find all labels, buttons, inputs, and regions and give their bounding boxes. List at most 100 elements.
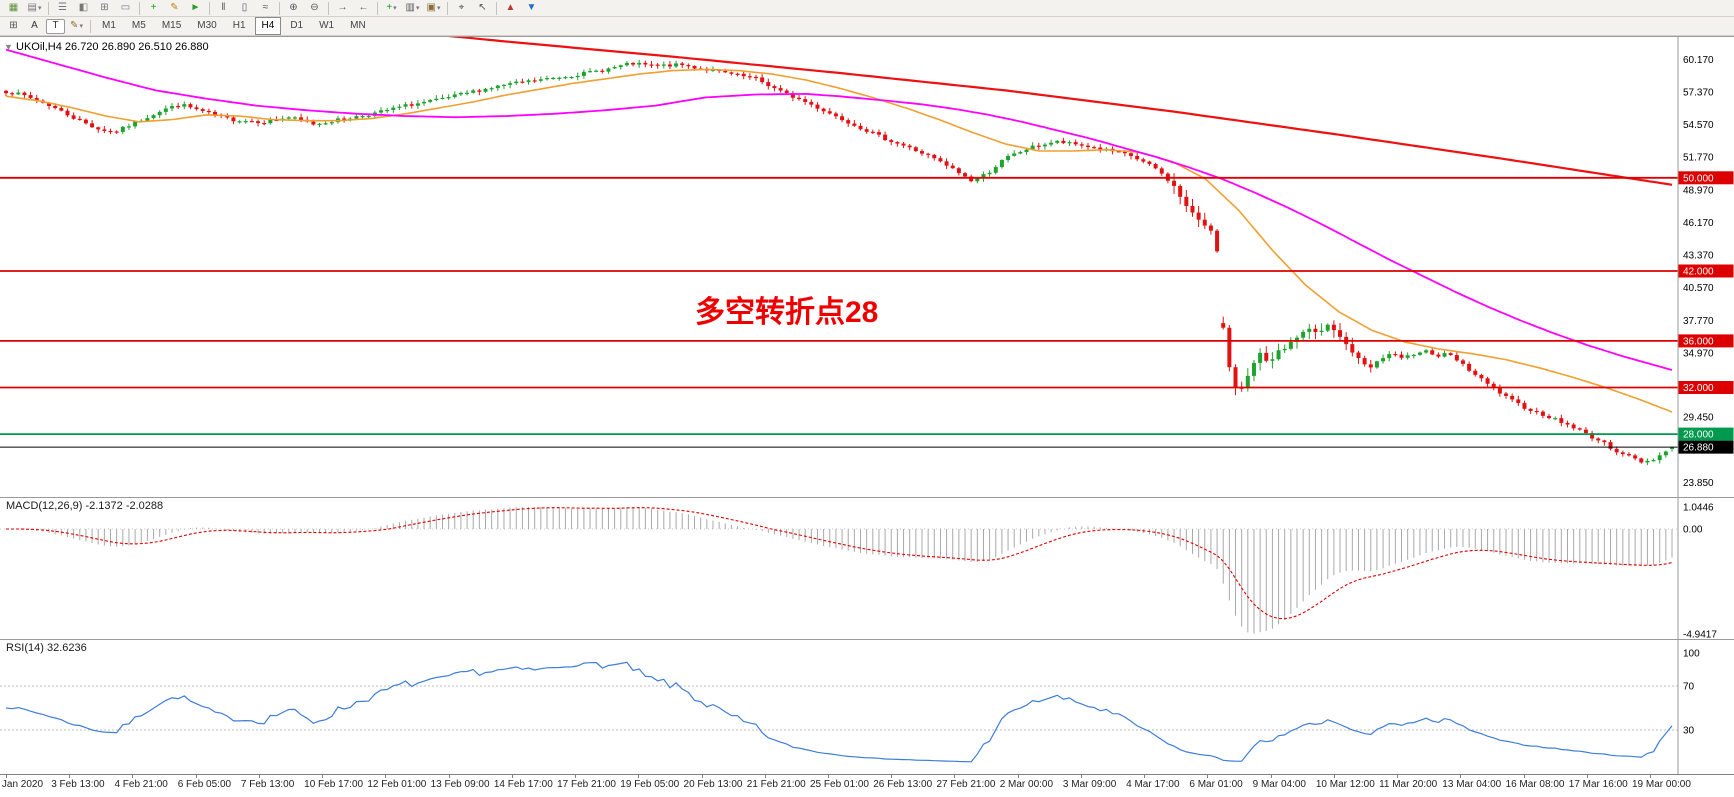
- svg-text:32.000: 32.000: [1683, 383, 1714, 394]
- time-axis: 31 Jan 2020 3 Feb 13:00 4 Feb 21:00 6 Feb 0…: [0, 774, 1734, 797]
- time-tick: [1586, 775, 1588, 778]
- time-label: 10 Feb 17:00: [304, 779, 364, 790]
- chart-shift-icon[interactable]: ←: [354, 1, 373, 16]
- rsi-chart[interactable]: 100 70 30: [0, 640, 1734, 774]
- price-chart[interactable]: 60.170 57.370 54.570 51.770 48.970 46.170 43.3…: [0, 37, 1734, 497]
- time-label: 16 Mar 08:00: [1505, 779, 1565, 790]
- timeframe-m5[interactable]: M5: [131, 20, 146, 31]
- time-label: 3 Feb 13:00: [51, 779, 105, 790]
- timeframe-w1[interactable]: W1: [319, 20, 335, 31]
- toolbar-separator: [90, 19, 91, 33]
- time-label: 13 Mar 04:00: [1442, 779, 1502, 790]
- terminal-icon[interactable]: ▭: [116, 1, 135, 16]
- zoom-out-icon[interactable]: ⊖: [305, 1, 324, 16]
- autotrading-icon[interactable]: ►: [186, 1, 205, 16]
- charts-grid-icon[interactable]: ▦: [4, 1, 23, 16]
- timeframe-d1[interactable]: D1: [290, 20, 304, 31]
- draw-tools-dropdown[interactable]: ✎ ▾: [67, 19, 86, 34]
- sell-arrow-icon[interactable]: ▼: [522, 1, 541, 16]
- time-tick: [322, 775, 324, 778]
- buy-arrow-icon: ▲: [505, 2, 516, 13]
- chart-annotation[interactable]: 多空转折点28: [695, 296, 878, 329]
- buy-arrow-icon[interactable]: ▲: [501, 1, 520, 16]
- svg-text:48.970: 48.970: [1683, 185, 1714, 196]
- time-tick: [1333, 775, 1335, 778]
- time-tick: [1650, 775, 1651, 778]
- price-badge: [1678, 171, 1734, 185]
- macd-axis-label: 1.0446: [1683, 502, 1714, 513]
- indicators-icon[interactable]: + ▾: [382, 1, 401, 16]
- price-badge: [1678, 427, 1734, 441]
- time-label: 17 Mar 16:00: [1568, 779, 1628, 790]
- templates-icon[interactable]: ▣ ▾: [424, 1, 443, 16]
- macd-axis-label: -4.9417: [1683, 629, 1717, 639]
- indicators-icon: +: [386, 2, 393, 13]
- one-click-trading-arrow[interactable]: ▼: [4, 42, 13, 52]
- auto-scroll-icon: →: [337, 2, 348, 13]
- navigator-icon[interactable]: ⊞: [95, 1, 114, 16]
- zoom-in-icon[interactable]: ⊕: [284, 1, 303, 16]
- crosshair-icon[interactable]: ⌖: [452, 1, 471, 16]
- chevron-down-icon: ▾: [393, 4, 397, 12]
- market-watch-icon[interactable]: ☰: [53, 1, 72, 16]
- macd-chart[interactable]: 1.0446 0.00 -4.9417: [0, 498, 1734, 639]
- time-label: 27 Feb 21:00: [936, 779, 996, 790]
- cursor-icon[interactable]: ↖: [473, 1, 492, 16]
- time-tick: [511, 775, 513, 778]
- time-tick: [764, 775, 766, 778]
- chevron-down-icon: ▾: [37, 4, 42, 12]
- bar-chart-icon[interactable]: ‖: [214, 1, 233, 16]
- time-label: 20 Feb 13:00: [683, 779, 743, 790]
- auto-scroll-icon[interactable]: →: [333, 1, 352, 16]
- toolbar-separator: [447, 1, 448, 15]
- symbol-list-icon[interactable]: ⊞: [4, 19, 23, 34]
- time-label: 11 Mar 20:00: [1379, 779, 1438, 790]
- timeframe-mn[interactable]: MN: [350, 20, 366, 31]
- svg-text:36.000: 36.000: [1683, 336, 1714, 347]
- line-chart-icon: ≈: [262, 2, 269, 13]
- time-label: 4 Feb 21:00: [114, 779, 168, 790]
- candlestick-chart-icon[interactable]: ▯: [235, 1, 254, 16]
- time-label: 21 Feb 21:00: [746, 779, 806, 790]
- symbol-list-icon: ⊞: [9, 20, 18, 31]
- time-label: 6 Mar 01:00: [1189, 779, 1243, 790]
- price-axis: 60.170 57.370 54.570 51.770 48.970 46.170 43.3…: [1678, 55, 1734, 489]
- periods-icon: ▥: [405, 2, 415, 13]
- text-tool[interactable]: A: [25, 19, 44, 34]
- profiles-icon: ▤: [27, 2, 37, 13]
- timeframe-m15[interactable]: M15: [161, 20, 182, 31]
- svg-text:34.970: 34.970: [1683, 348, 1714, 359]
- charts-grid-icon: ▦: [8, 2, 19, 13]
- text-label-tool[interactable]: T: [46, 18, 65, 34]
- toolbar-separator: [496, 1, 497, 15]
- new-order-icon[interactable]: +: [144, 1, 163, 16]
- draw-tools-dropdown: ✎: [70, 20, 79, 31]
- time-label: 19 Mar 00:00: [1632, 779, 1691, 790]
- time-tick: [954, 775, 956, 778]
- timeframe-m30[interactable]: M30: [197, 20, 217, 31]
- timeframe-h1[interactable]: H1: [232, 20, 246, 31]
- time-tick: [132, 775, 134, 778]
- time-label: 25 Feb 01:00: [810, 779, 869, 790]
- svg-text:54.570: 54.570: [1683, 120, 1714, 131]
- metaeditor-icon[interactable]: ✎: [165, 1, 184, 16]
- data-window-icon: ◧: [78, 2, 89, 13]
- timeframe-h4[interactable]: H4: [254, 17, 282, 35]
- line-studies-timeframe-toolbar: ⊞ A T ✎ ▾ M1 M5 M15 M30 H1 H4 D1 W1 MN: [0, 17, 1734, 36]
- toolbar-separator: [48, 1, 49, 15]
- macd-signal-line: [6, 507, 1673, 620]
- svg-text:50.000: 50.000: [1683, 173, 1714, 184]
- timeframe-m1[interactable]: M1: [102, 20, 116, 31]
- price-badge: [1678, 264, 1734, 278]
- candles-layer: [4, 59, 1674, 466]
- time-label: 17 Feb 21:00: [557, 779, 616, 790]
- main-toolbar: ▦ ▤ ▾ ☰ ◧ ⊞ ▭ + ✎ ► ‖ ▯ ≈ ⊕ ⊖ → ← + ▾ ▥ ▾ ▣ ▾ ⌖ ↖ ▲ ▼: [0, 0, 1734, 17]
- time-tick: [891, 775, 893, 778]
- rsi-panel: RSI(14) 32.6236 100 70 30: [0, 639, 1734, 774]
- profiles-icon[interactable]: ▤ ▾: [25, 1, 44, 16]
- line-chart-icon[interactable]: ≈: [256, 1, 275, 16]
- rsi-axis-label: 70: [1683, 682, 1695, 693]
- periods-icon[interactable]: ▥ ▾: [403, 1, 422, 16]
- data-window-icon[interactable]: ◧: [74, 1, 93, 16]
- time-tick: [638, 775, 640, 778]
